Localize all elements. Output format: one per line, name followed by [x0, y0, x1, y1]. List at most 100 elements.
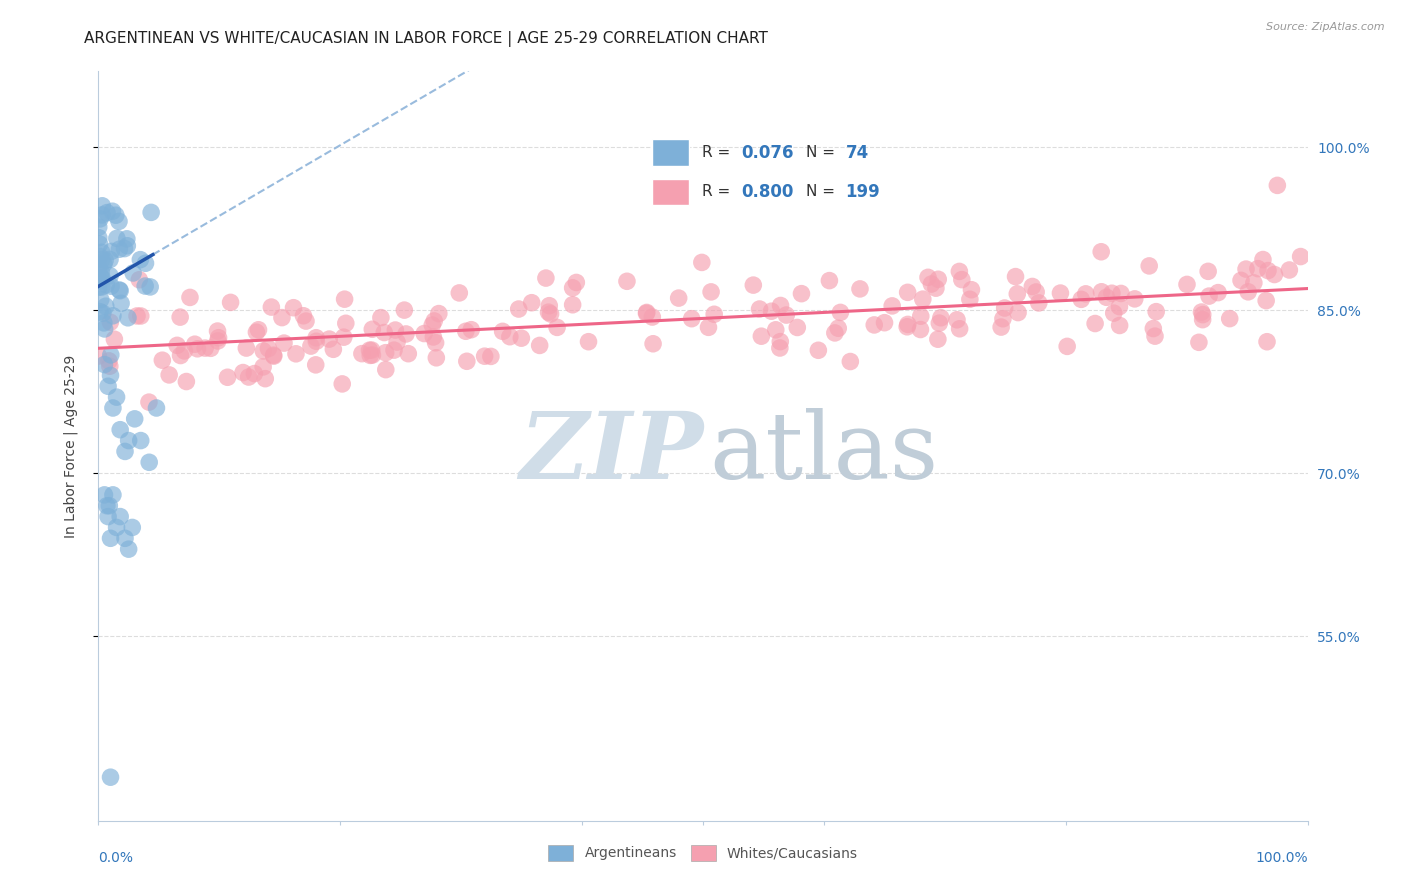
Point: [641, 336, 664, 351]
Text: R =: R =: [702, 185, 735, 200]
Point: [232, 366, 254, 380]
Point: [134, 279, 156, 293]
Point: [108, 283, 131, 297]
Point: [359, 348, 381, 362]
Point: [333, 292, 356, 306]
Point: [176, 375, 198, 389]
Point: [138, 395, 160, 409]
Point: [1095, 290, 1118, 304]
Point: [1219, 311, 1241, 326]
Point: [1237, 285, 1260, 299]
Point: [561, 281, 583, 295]
Point: [1101, 286, 1123, 301]
Point: [273, 336, 295, 351]
Point: [385, 334, 408, 349]
Point: [454, 324, 477, 338]
Point: [103, 332, 125, 346]
Point: [839, 354, 862, 368]
Point: [529, 338, 551, 352]
Point: [896, 319, 918, 334]
Point: [690, 255, 713, 269]
Point: [681, 311, 703, 326]
Point: [917, 270, 939, 285]
Point: [98, 359, 121, 374]
Point: [1004, 269, 1026, 284]
Point: [96, 277, 118, 292]
Point: [1278, 263, 1301, 277]
Point: [897, 285, 920, 300]
Point: [920, 277, 942, 291]
Point: [534, 271, 557, 285]
Point: [318, 332, 340, 346]
Point: [668, 291, 690, 305]
Point: [243, 367, 266, 381]
Text: 199: 199: [845, 183, 880, 201]
Point: [1090, 285, 1112, 299]
Point: [90, 280, 112, 294]
Point: [929, 310, 952, 325]
Point: [283, 301, 305, 315]
Text: 0.076: 0.076: [741, 144, 793, 161]
Text: 0.0%: 0.0%: [98, 851, 134, 864]
Point: [271, 310, 294, 325]
Point: [928, 316, 950, 330]
Point: [98, 499, 121, 513]
Point: [263, 348, 285, 362]
Point: [96, 499, 118, 513]
Point: [173, 343, 195, 358]
Point: [129, 309, 152, 323]
Point: [1256, 334, 1278, 349]
Point: [138, 455, 160, 469]
Point: [1191, 312, 1213, 326]
Point: [897, 318, 920, 332]
Point: [703, 307, 725, 321]
Point: [994, 301, 1017, 315]
Point: [247, 323, 270, 337]
Point: [179, 290, 201, 304]
Point: [578, 334, 600, 349]
Point: [263, 349, 285, 363]
Point: [257, 342, 280, 356]
Point: [395, 326, 418, 341]
Point: [89, 211, 111, 226]
Point: [849, 282, 872, 296]
Point: [101, 488, 124, 502]
Point: [1143, 329, 1166, 343]
Point: [697, 320, 720, 334]
Point: [827, 321, 849, 335]
Point: [145, 401, 167, 415]
Bar: [652, 139, 689, 166]
Point: [1234, 262, 1257, 277]
Point: [96, 205, 118, 219]
Point: [863, 318, 886, 332]
Point: [425, 351, 447, 365]
Point: [93, 257, 115, 271]
Point: [332, 330, 354, 344]
Point: [927, 272, 949, 286]
Point: [742, 278, 765, 293]
Point: [139, 205, 162, 219]
Point: [169, 310, 191, 325]
Point: [104, 208, 127, 222]
Point: [911, 292, 934, 306]
Point: [108, 242, 131, 256]
Point: [169, 349, 191, 363]
Point: [790, 286, 813, 301]
Point: [1074, 286, 1097, 301]
Point: [93, 488, 115, 502]
Point: [89, 249, 111, 263]
Point: [110, 296, 132, 310]
Point: [305, 358, 328, 372]
Point: [305, 331, 328, 345]
Point: [100, 279, 122, 293]
Point: [927, 332, 949, 346]
Point: [94, 299, 117, 313]
Text: N =: N =: [807, 185, 841, 200]
Point: [114, 444, 136, 458]
Legend: Argentineans, Whites/Caucasians: Argentineans, Whites/Caucasians: [543, 839, 863, 866]
Y-axis label: In Labor Force | Age 25-29: In Labor Force | Age 25-29: [63, 354, 77, 538]
Point: [824, 326, 846, 340]
Point: [91, 271, 114, 285]
Point: [1175, 277, 1198, 292]
Point: [1256, 293, 1278, 308]
